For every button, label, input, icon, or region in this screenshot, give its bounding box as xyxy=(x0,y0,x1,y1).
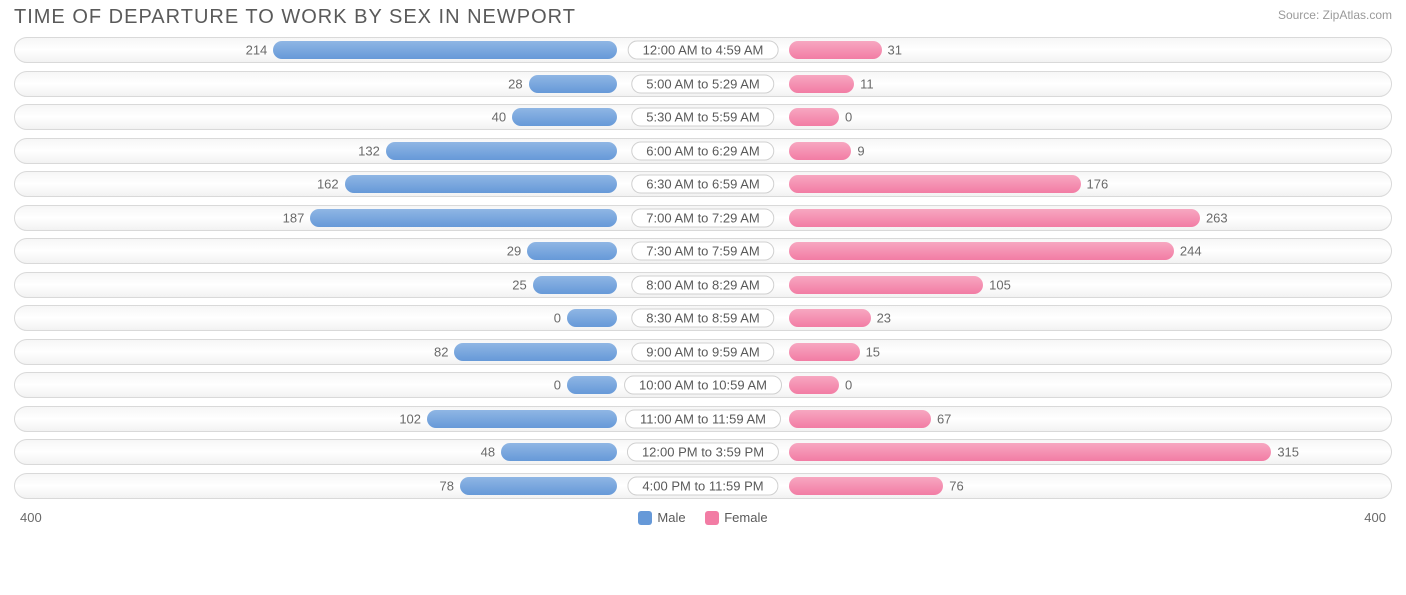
male-value: 0 xyxy=(554,378,561,393)
female-bar xyxy=(789,343,860,361)
male-value: 25 xyxy=(512,277,526,292)
female-bar xyxy=(789,309,871,327)
male-value: 162 xyxy=(317,177,339,192)
time-range-label: 12:00 AM to 4:59 AM xyxy=(628,41,779,60)
female-value: 0 xyxy=(845,378,852,393)
legend-male-label: Male xyxy=(657,510,685,525)
male-bar xyxy=(345,175,617,193)
time-range-label: 8:30 AM to 8:59 AM xyxy=(631,309,774,328)
male-bar xyxy=(386,142,617,160)
male-bar xyxy=(427,410,617,428)
male-bar xyxy=(273,41,617,59)
male-value: 29 xyxy=(507,244,521,259)
male-bar xyxy=(501,443,617,461)
bar-row: 12:00 AM to 4:59 AM 214 31 xyxy=(14,37,1392,63)
male-value: 214 xyxy=(246,43,268,58)
female-bar xyxy=(789,410,931,428)
female-bar xyxy=(789,108,839,126)
female-value: 176 xyxy=(1087,177,1109,192)
male-swatch xyxy=(638,511,652,525)
male-value: 78 xyxy=(439,478,453,493)
female-value: 244 xyxy=(1180,244,1202,259)
time-range-label: 7:00 AM to 7:29 AM xyxy=(631,208,774,227)
legend-female: Female xyxy=(705,510,767,525)
bar-row: 8:00 AM to 8:29 AM 25 105 xyxy=(14,272,1392,298)
time-range-label: 5:00 AM to 5:29 AM xyxy=(631,74,774,93)
time-range-label: 12:00 PM to 3:59 PM xyxy=(627,443,779,462)
male-value: 82 xyxy=(434,344,448,359)
bar-row: 5:00 AM to 5:29 AM 28 11 xyxy=(14,71,1392,97)
bar-row: 5:30 AM to 5:59 AM 40 0 xyxy=(14,104,1392,130)
bar-row: 11:00 AM to 11:59 AM 102 67 xyxy=(14,406,1392,432)
bar-row: 9:00 AM to 9:59 AM 82 15 xyxy=(14,339,1392,365)
male-bar xyxy=(310,209,617,227)
female-swatch xyxy=(705,511,719,525)
bar-row: 8:30 AM to 8:59 AM 0 23 xyxy=(14,305,1392,331)
bar-row: 10:00 AM to 10:59 AM 0 0 xyxy=(14,372,1392,398)
legend-male: Male xyxy=(638,510,685,525)
time-range-label: 4:00 PM to 11:59 PM xyxy=(627,476,778,495)
time-range-label: 6:30 AM to 6:59 AM xyxy=(631,175,774,194)
bar-row: 6:30 AM to 6:59 AM 162 176 xyxy=(14,171,1392,197)
female-bar xyxy=(789,142,851,160)
female-bar xyxy=(789,209,1200,227)
female-value: 76 xyxy=(949,478,963,493)
time-range-label: 10:00 AM to 10:59 AM xyxy=(624,376,782,395)
time-range-label: 6:00 AM to 6:29 AM xyxy=(631,141,774,160)
male-bar xyxy=(529,75,617,93)
male-bar xyxy=(567,376,617,394)
legend-female-label: Female xyxy=(724,510,767,525)
bar-row: 12:00 PM to 3:59 PM 48 315 xyxy=(14,439,1392,465)
female-bar xyxy=(789,41,882,59)
female-bar xyxy=(789,175,1081,193)
axis-max-left: 400 xyxy=(20,510,42,525)
male-value: 0 xyxy=(554,311,561,326)
chart-title: TIME OF DEPARTURE TO WORK BY SEX IN NEWP… xyxy=(0,0,1406,37)
male-value: 132 xyxy=(358,143,380,158)
female-bar xyxy=(789,276,983,294)
male-value: 187 xyxy=(283,210,305,225)
female-bar xyxy=(789,376,839,394)
female-value: 11 xyxy=(860,76,874,91)
female-value: 263 xyxy=(1206,210,1228,225)
time-range-label: 11:00 AM to 11:59 AM xyxy=(625,409,781,428)
female-bar xyxy=(789,75,854,93)
axis-max-right: 400 xyxy=(1364,510,1386,525)
female-value: 105 xyxy=(989,277,1011,292)
male-bar xyxy=(527,242,617,260)
male-value: 102 xyxy=(399,411,421,426)
bar-row: 4:00 PM to 11:59 PM 78 76 xyxy=(14,473,1392,499)
time-range-label: 5:30 AM to 5:59 AM xyxy=(631,108,774,127)
female-value: 315 xyxy=(1277,445,1299,460)
source-attribution: Source: ZipAtlas.com xyxy=(1278,8,1392,22)
female-value: 0 xyxy=(845,110,852,125)
female-value: 31 xyxy=(888,43,902,58)
female-value: 67 xyxy=(937,411,951,426)
female-bar xyxy=(789,477,943,495)
time-range-label: 7:30 AM to 7:59 AM xyxy=(631,242,774,261)
bar-row: 7:00 AM to 7:29 AM 187 263 xyxy=(14,205,1392,231)
male-bar xyxy=(454,343,617,361)
legend: 400 Male Female 400 xyxy=(0,506,1406,528)
male-bar xyxy=(567,309,617,327)
time-range-label: 8:00 AM to 8:29 AM xyxy=(631,275,774,294)
bar-row: 7:30 AM to 7:59 AM 29 244 xyxy=(14,238,1392,264)
diverging-bar-chart: 12:00 AM to 4:59 AM 214 31 5:00 AM to 5:29 … xyxy=(0,37,1406,499)
female-value: 23 xyxy=(877,311,891,326)
time-range-label: 9:00 AM to 9:59 AM xyxy=(631,342,774,361)
male-value: 40 xyxy=(492,110,506,125)
female-bar xyxy=(789,443,1271,461)
female-value: 9 xyxy=(857,143,864,158)
female-value: 15 xyxy=(866,344,880,359)
male-bar xyxy=(460,477,617,495)
female-bar xyxy=(789,242,1174,260)
male-bar xyxy=(512,108,617,126)
male-value: 48 xyxy=(481,445,495,460)
male-bar xyxy=(533,276,617,294)
male-value: 28 xyxy=(508,76,522,91)
bar-row: 6:00 AM to 6:29 AM 132 9 xyxy=(14,138,1392,164)
